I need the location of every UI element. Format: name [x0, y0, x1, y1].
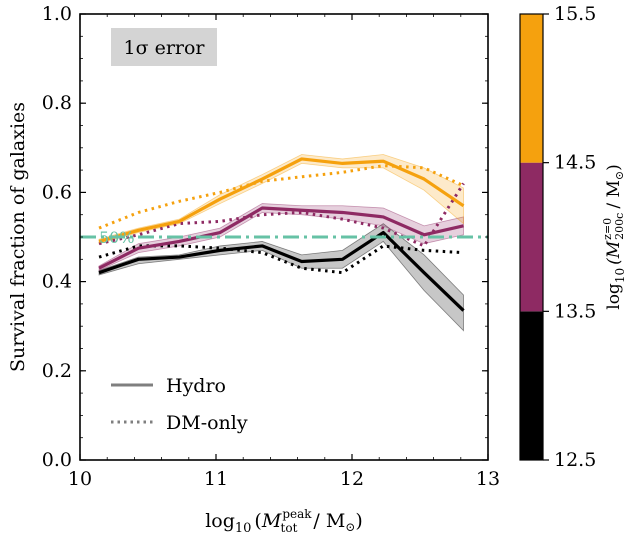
x-label-log: log — [205, 510, 235, 532]
y-axis-label: Survival fraction of galaxies — [7, 102, 29, 372]
colorbar: 12.5 13.5 14.5 15.5 — [519, 3, 596, 471]
y-tick-label: 0.2 — [42, 360, 72, 382]
colorbar-tick-label: 14.5 — [554, 152, 596, 174]
colorbar-frame — [519, 13, 544, 461]
colorbar-tick-label: 13.5 — [554, 300, 596, 322]
colorbar-segment-2 — [520, 14, 543, 163]
x-tick-label: 10 — [68, 468, 92, 490]
x-label-sun: ⊙ — [345, 520, 355, 534]
cbar-label-unit: / M — [604, 180, 624, 209]
annotation-text: 1σ error — [123, 37, 205, 59]
axes: 10 11 12 13 0.0 0.2 0.4 0.6 0.8 1.0 — [42, 3, 500, 490]
x-label-var-sup: peak — [282, 507, 312, 521]
cbar-label-close: ) — [604, 164, 624, 171]
cbar-label-log: log — [604, 283, 624, 310]
series-line-14-5-15-5-hydro — [98, 157, 465, 243]
cbar-label-var-sub: 200c — [613, 213, 626, 240]
colorbar-tick-label: 12.5 — [554, 449, 596, 471]
x-label-var: M — [261, 510, 282, 532]
colorbar-segment-0 — [520, 311, 543, 460]
legend-dmonly-label: DM-only — [166, 412, 248, 434]
error-band-12-5-13-5-hydro — [98, 223, 464, 332]
colorbar-tick-label: 15.5 — [554, 3, 596, 25]
series-lines — [98, 157, 465, 312]
error-band-13-5-14-5-hydro — [98, 203, 464, 272]
cbar-label-sun: ⊙ — [613, 171, 626, 180]
error-bands — [98, 154, 464, 332]
series-line-14-5-15-5-dm-only — [98, 164, 465, 230]
x-tick-label: 12 — [340, 468, 364, 490]
y-tick-label: 0.0 — [42, 449, 72, 471]
x-axis-label: log10 (Mpeak tot / M⊙) — [205, 507, 363, 535]
colorbar-label: log10 (Mz=0200c / M⊙) — [601, 164, 627, 309]
series-line-13-5-14-5-hydro — [98, 206, 464, 270]
threshold-label: 50% — [99, 228, 135, 247]
y-tick-label: 1.0 — [42, 3, 72, 25]
y-tick-label: 0.4 — [42, 271, 72, 293]
x-tick-label: 11 — [204, 468, 228, 490]
cbar-label-var: (M — [604, 240, 624, 265]
x-label-unit: / M — [313, 510, 345, 532]
x-label-log-sub: 10 — [235, 521, 252, 535]
annotation-box — [111, 28, 217, 66]
x-tick-label: 13 — [476, 468, 500, 490]
legend: Hydro DM-only — [111, 375, 248, 434]
y-tick-label: 0.8 — [42, 92, 72, 114]
colorbar-segment-1 — [520, 162, 543, 312]
cbar-label-var-sup: z=0 — [601, 218, 614, 240]
svg-text:log10(Mz=0200c/ M⊙): log10 (Mz=0200c / M⊙) — [601, 164, 627, 309]
series-line-12-5-13-5-hydro — [98, 230, 465, 312]
y-tick-label: 0.6 — [42, 181, 72, 203]
x-label-var-sub: tot — [281, 521, 298, 535]
cbar-label-log-sub: 10 — [613, 268, 627, 283]
legend-hydro-label: Hydro — [166, 375, 226, 397]
